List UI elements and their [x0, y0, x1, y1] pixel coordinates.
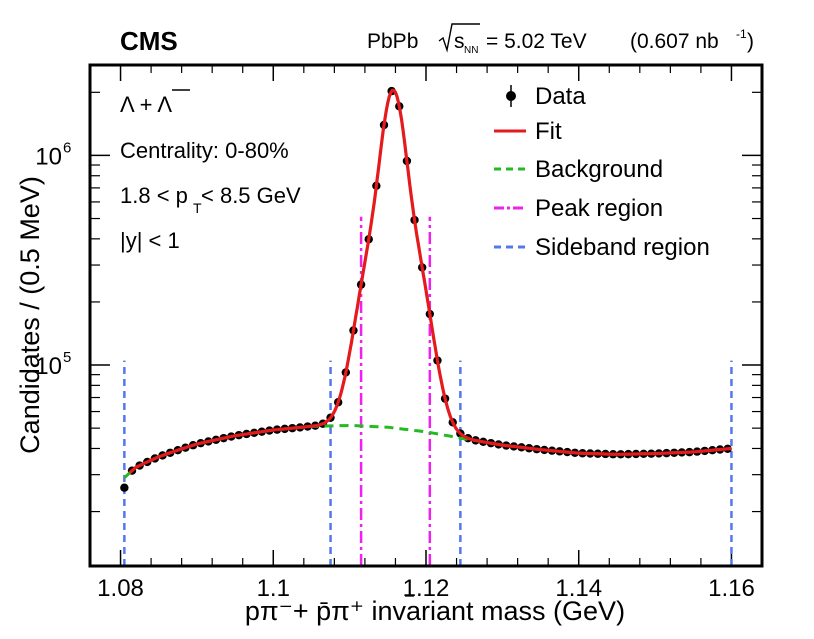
- plot-frame: [88, 63, 764, 568]
- x-axis-title: pπ⁻+ p̄π⁺ invariant mass (GeV): [245, 596, 625, 626]
- y-axis-title: Candidates / (0.5 MeV): [15, 176, 45, 454]
- legend-sideband-label: Sideband region: [535, 234, 710, 261]
- legend-peak-label: Peak region: [535, 195, 663, 222]
- energy-label: = 5.02 TeV: [486, 30, 587, 53]
- legend-data-marker: [506, 91, 516, 101]
- y-tick-base: 10: [35, 353, 62, 380]
- lumi-close: ): [747, 30, 754, 53]
- energy-symbol: s: [454, 30, 465, 53]
- legend-fit-label: Fit: [535, 118, 562, 145]
- pt-label-subscript: T: [193, 200, 202, 216]
- x-tick-label: 1.16: [708, 575, 755, 602]
- collision-label: PbPb: [367, 30, 418, 53]
- x-tick-label: 1.08: [97, 575, 144, 602]
- data-point: [120, 483, 129, 492]
- x-tick-label: 1.14: [555, 575, 602, 602]
- centrality-label: Centrality: 0-80%: [120, 138, 289, 163]
- experiment-label: CMS: [120, 26, 178, 56]
- legend-background-label: Background: [535, 156, 663, 183]
- particle-label: Λ + Λ: [120, 92, 172, 117]
- legend-data-label: Data: [535, 83, 586, 110]
- lumi-label: (0.607 nb: [630, 30, 719, 53]
- pt-label-right: < 8.5 GeV: [201, 183, 301, 208]
- lumi-exponent: -1: [736, 27, 747, 41]
- energy-subscript: NN: [464, 45, 478, 56]
- x-tick-label: 1.1: [257, 575, 290, 602]
- fit-curve: [128, 88, 732, 474]
- y-tick-exponent: 5: [63, 349, 71, 366]
- y-tick-exponent: 6: [63, 139, 71, 156]
- y-tick-base: 10: [35, 143, 62, 170]
- rapidity-label: |y| < 1: [120, 228, 180, 253]
- x-tick-label: 1.12: [403, 575, 450, 602]
- pt-label-left: 1.8 < p: [120, 183, 188, 208]
- sqrt-symbol: [438, 23, 480, 53]
